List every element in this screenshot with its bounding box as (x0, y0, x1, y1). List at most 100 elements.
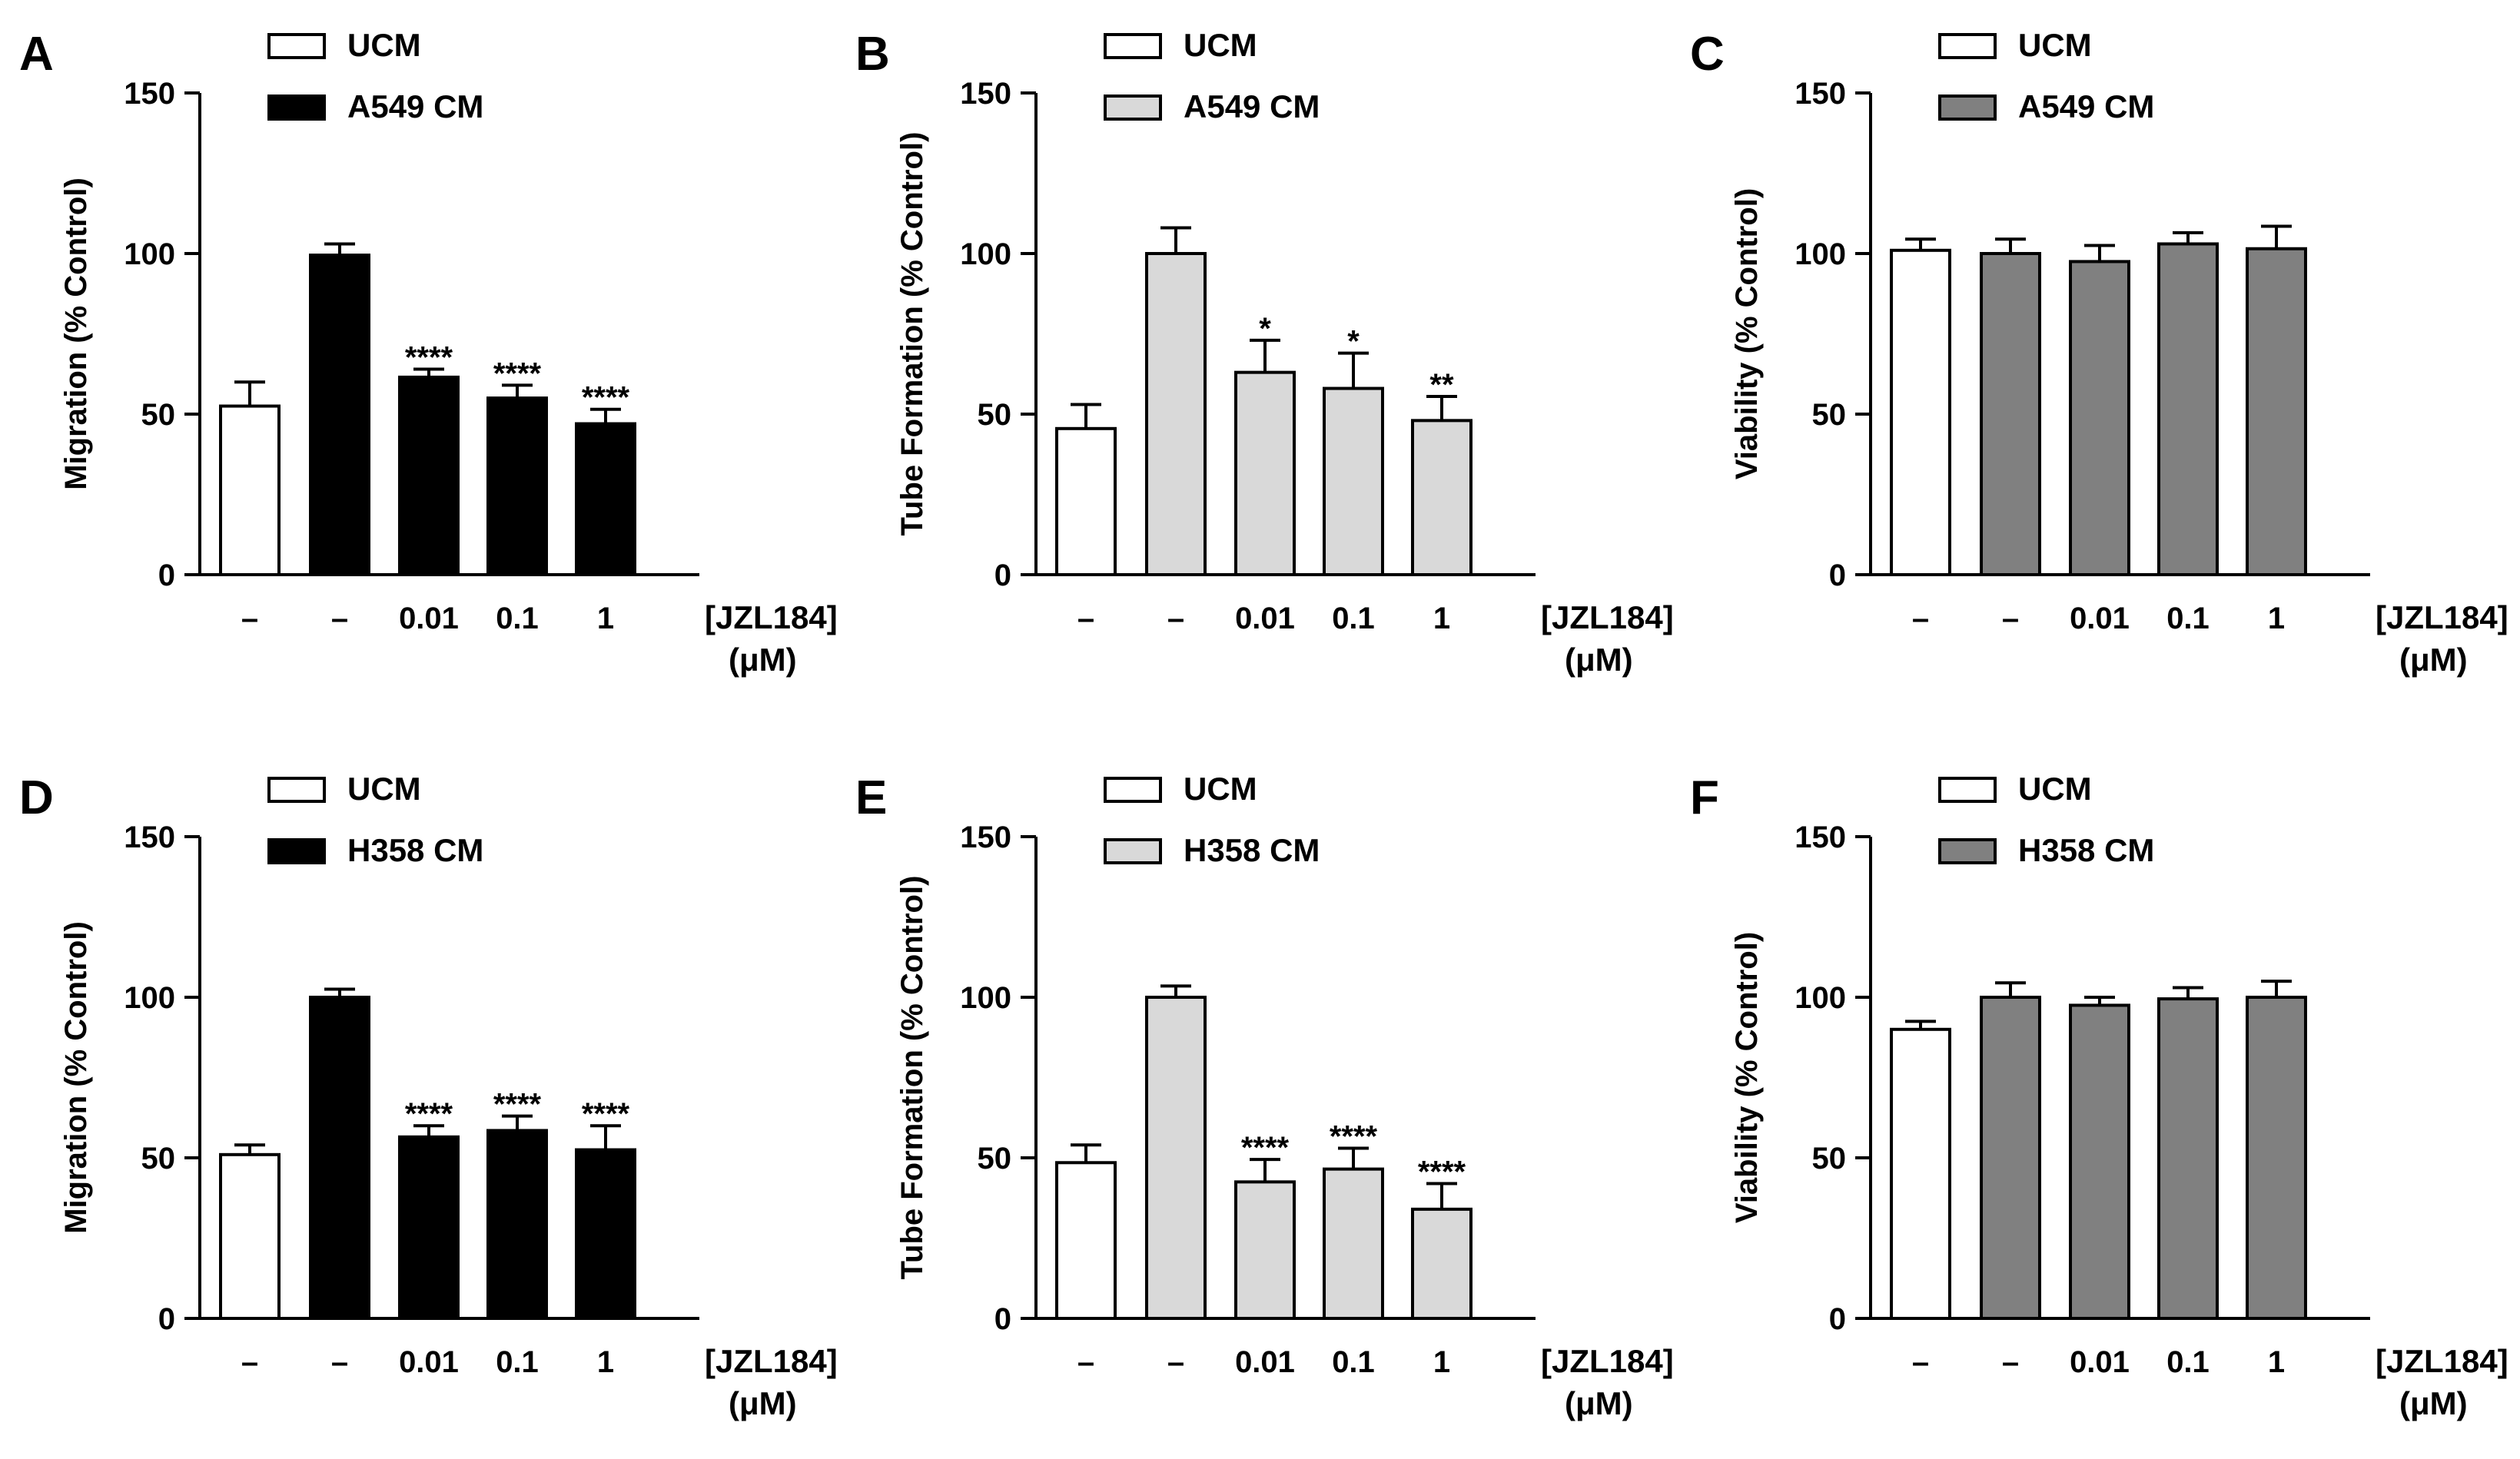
x-tick-label: – (1077, 1345, 1094, 1379)
bar (398, 1135, 460, 1320)
y-axis-label: Tube Formation (% Control) (895, 132, 929, 536)
x-tick-label: – (1077, 602, 1094, 635)
bar (486, 1129, 548, 1320)
significance-label: **** (405, 1097, 453, 1131)
y-tick-label: 100 (124, 981, 175, 1015)
bar (1234, 370, 1296, 576)
x-tick-label: 1 (597, 1345, 614, 1379)
x-axis-label: [JZL184] (705, 599, 838, 635)
y-axis-label: Migration (% Control) (59, 177, 93, 490)
x-tick-label: – (1912, 602, 1929, 635)
legend-swatch-0 (267, 777, 326, 803)
bar (2069, 1003, 2130, 1320)
x-tick-label: – (241, 602, 258, 635)
y-tick-label: 150 (124, 821, 175, 854)
x-tick-label: 0.1 (2166, 1345, 2210, 1379)
bar (1145, 252, 1207, 576)
x-tick-label: 0.01 (1235, 602, 1295, 635)
x-tick-label: 0.1 (496, 1345, 539, 1379)
x-axis-label: [JZL184] (1541, 599, 1674, 635)
bar (1980, 252, 2041, 576)
bar (1145, 996, 1207, 1320)
x-tick-label: 1 (1433, 602, 1450, 635)
x-tick-label: – (1167, 602, 1184, 635)
y-axis-label: Migration (% Control) (59, 921, 93, 1234)
legend-swatch-1 (1104, 95, 1162, 121)
x-tick-label: 1 (597, 602, 614, 635)
y-tick-label: 100 (1795, 981, 1846, 1015)
x-axis-unit: (μM) (2399, 1385, 2468, 1421)
x-tick-label: 0.1 (496, 602, 539, 635)
bar (1055, 426, 1117, 576)
significance-label: * (1347, 325, 1360, 359)
y-tick-label: 150 (124, 77, 175, 111)
legend-swatch-0 (267, 33, 326, 59)
y-tick-label: 50 (978, 1142, 1012, 1175)
y-axis-label: Viability (% Control) (1730, 932, 1764, 1223)
legend-label-1: H358 CM (2018, 832, 2154, 868)
x-axis-unit: (μM) (2399, 642, 2468, 678)
bar (1980, 996, 2041, 1320)
legend-swatch-1 (267, 838, 326, 864)
panel-e: E UCM H358 CM 0 50 100 150 Tube Formation (% Co… (855, 771, 1674, 1421)
panel-c: C UCM A549 CM 0 50 100 150 Viability (% Control… (1690, 27, 2508, 678)
legend-swatch-0 (1938, 33, 1997, 59)
bar (309, 996, 370, 1320)
y-tick-label: 50 (978, 398, 1012, 432)
panel-d: D UCM H358 CM 0 50 100 150 Migration (% Control… (19, 771, 838, 1421)
x-tick-label: – (241, 1345, 258, 1379)
x-tick-label: 1 (2268, 602, 2285, 635)
bar (2246, 247, 2307, 576)
legend-label-0: UCM (347, 27, 421, 63)
x-tick-label: 1 (1433, 1345, 1450, 1379)
y-tick-label: 0 (158, 1302, 175, 1336)
legend-swatch-1 (267, 95, 326, 121)
legend-label-1: A549 CM (2018, 88, 2154, 124)
legend-swatch-1 (1104, 838, 1162, 864)
legend-swatch-0 (1938, 777, 1997, 803)
x-tick-label: – (1167, 1345, 1184, 1379)
y-axis-label: Tube Formation (% Control) (895, 876, 929, 1280)
legend-swatch-0 (1104, 33, 1162, 59)
x-axis-unit: (μM) (1565, 642, 1633, 678)
legend-label-0: UCM (1184, 27, 1257, 63)
x-tick-label: 0.1 (1332, 1345, 1375, 1379)
x-tick-label: 0.01 (399, 1345, 459, 1379)
bar (219, 1152, 281, 1320)
y-tick-label: 50 (141, 398, 176, 432)
x-axis-label: [JZL184] (1541, 1343, 1674, 1379)
y-tick-label: 100 (124, 237, 175, 271)
panel-letter: D (19, 771, 54, 824)
y-tick-label: 100 (1795, 237, 1846, 271)
x-tick-label: 0.1 (1332, 602, 1375, 635)
legend-label-0: UCM (1184, 771, 1257, 807)
x-axis-label: [JZL184] (705, 1343, 838, 1379)
legend-swatch-1 (1938, 95, 1997, 121)
y-tick-label: 150 (960, 821, 1011, 854)
significance-label: **** (582, 1097, 630, 1131)
bar (575, 1148, 636, 1321)
bar (398, 375, 460, 576)
y-tick-label: 100 (960, 237, 1011, 271)
x-axis-label: [JZL184] (2376, 599, 2508, 635)
x-tick-label: 0.1 (2166, 602, 2210, 635)
legend-label-0: UCM (2018, 771, 2092, 807)
bar (1055, 1161, 1117, 1321)
x-tick-label: – (1912, 1345, 1929, 1379)
panel-letter: A (19, 28, 54, 81)
significance-label: **** (582, 381, 630, 415)
x-tick-label: 0.01 (1235, 1345, 1295, 1379)
x-axis-unit: (μM) (729, 642, 797, 678)
y-tick-label: 150 (1795, 77, 1846, 111)
legend-label-1: A549 CM (347, 88, 483, 124)
significance-label: **** (1330, 1119, 1378, 1153)
y-tick-label: 50 (1812, 398, 1847, 432)
panel-f: F UCM H358 CM 0 50 100 150 Viability (% Control… (1690, 771, 2508, 1421)
x-tick-label: – (2002, 602, 2019, 635)
y-tick-label: 0 (1829, 1302, 1846, 1336)
legend-label-1: H358 CM (1184, 832, 1320, 868)
bar (2157, 997, 2219, 1320)
bar (1411, 419, 1472, 576)
y-tick-label: 100 (960, 981, 1011, 1015)
